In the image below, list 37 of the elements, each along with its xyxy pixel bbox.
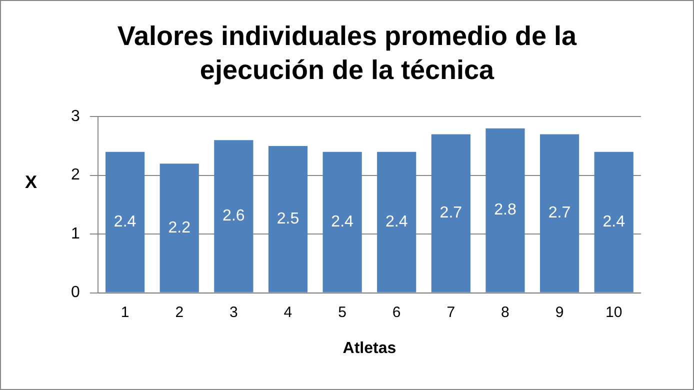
x-tick-label: 4 <box>284 304 292 321</box>
y-axis-title: X <box>24 172 38 193</box>
data-label: 2.6 <box>222 208 245 225</box>
data-label: 2.4 <box>602 213 626 230</box>
bar <box>540 134 580 292</box>
x-tick-label: 1 <box>120 304 130 321</box>
x-tick-label: 2 <box>175 304 184 321</box>
x-axis-title: Atletas <box>342 340 396 357</box>
x-tick-label: 7 <box>446 304 456 321</box>
data-label: 2.4 <box>331 213 354 230</box>
bar <box>106 152 145 292</box>
bar <box>268 146 308 292</box>
x-tick-label: 5 <box>338 304 346 321</box>
y-tick-label: 1 <box>70 225 80 242</box>
data-label: 2.4 <box>114 213 136 230</box>
x-tick-label: 8 <box>501 304 510 321</box>
data-label: 2.8 <box>494 202 516 219</box>
y-tick-label: 2 <box>70 166 80 184</box>
x-tick-label: 10 <box>606 304 622 321</box>
data-label: 2.7 <box>548 204 571 222</box>
data-label: 2.7 <box>440 204 462 222</box>
data-label: 2.5 <box>276 210 300 228</box>
x-tick-label: 3 <box>230 304 238 321</box>
bar <box>214 140 254 292</box>
chart-title: Valores individuales promedio de la ejecución de la técnica <box>117 20 577 87</box>
bar <box>594 152 634 292</box>
bar <box>160 164 199 292</box>
data-label: 2.4 <box>385 213 408 230</box>
y-tick-label: 3 <box>70 108 80 126</box>
y-tick-label: 0 <box>70 284 80 302</box>
x-tick-label: 9 <box>555 304 564 321</box>
bar <box>486 128 525 292</box>
data-label: 2.2 <box>168 219 191 236</box>
bar <box>322 152 362 292</box>
x-tick-label: 6 <box>392 304 401 321</box>
bar <box>377 152 416 292</box>
bar <box>431 134 470 292</box>
